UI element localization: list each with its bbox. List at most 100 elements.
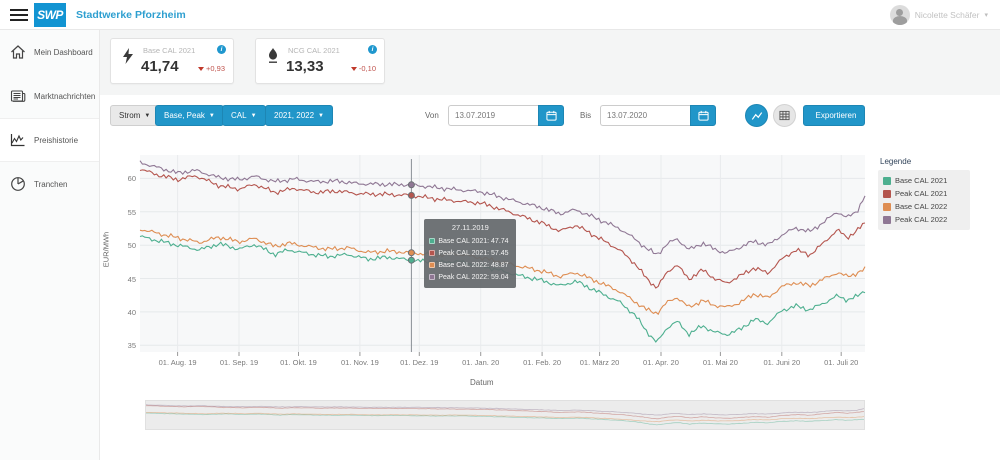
kpi-change: +0,93 — [198, 64, 225, 73]
y-tick-label: 40 — [127, 307, 136, 317]
chart-tooltip: 27.11.2019 Base CAL 2021: 47.74 Peak CAL … — [424, 219, 517, 288]
swp-logo: SWP — [34, 3, 66, 27]
legend-item-base-cal-2022[interactable]: Base CAL 2022 — [883, 200, 965, 213]
bis-calendar-button[interactable] — [690, 105, 716, 126]
chevron-down-icon: ▼ — [208, 112, 215, 119]
y-tick-label: 60 — [127, 174, 136, 184]
x-tick-label: 01. Aug. 19 — [158, 358, 197, 367]
x-tick-label: 01. Jan. 20 — [462, 358, 500, 367]
plot-area[interactable]: 27.11.2019 Base CAL 2021: 47.74 Peak CAL … — [139, 155, 866, 356]
sidebar-item-marktnachrichten[interactable]: Marktnachrichten — [0, 74, 99, 118]
table-view-toggle-button[interactable] — [773, 104, 796, 127]
info-icon[interactable]: i — [217, 45, 226, 54]
commodity-dropdown[interactable]: Strom ▼ — [110, 105, 160, 126]
legend-item-label: Peak CAL 2022 — [895, 215, 948, 224]
x-tick-label: 01. Okt. 19 — [280, 358, 317, 367]
tooltip-row-text: Peak CAL 2021: 57.45 — [438, 249, 509, 257]
legend-item-peak-cal-2022[interactable]: Peak CAL 2022 — [883, 213, 965, 226]
x-tick-label: 01. Mai 20 — [702, 358, 738, 367]
tooltip-color-swatch — [429, 262, 436, 268]
news-icon — [10, 90, 26, 102]
export-button[interactable]: Exportieren — [803, 105, 865, 126]
tooltip-row-text: Base CAL 2022: 48.87 — [438, 261, 509, 269]
legend-item-label: Peak CAL 2021 — [895, 189, 948, 198]
info-icon[interactable]: i — [368, 45, 377, 54]
tooltip-date: 27.11.2019 — [451, 223, 489, 232]
tooltip-color-swatch — [429, 238, 436, 244]
sidebar-item-label: Tranchen — [34, 179, 68, 189]
x-tick-label: 01. März 20 — [579, 358, 620, 367]
kpi-card-ncg-cal-2021: NCG CAL 2021 i 13,33 -0,10 — [255, 38, 385, 84]
tooltip-row-text: Peak CAL 2022: 59.04 — [438, 273, 509, 281]
years-dropdown[interactable]: 2021, 2022 ▼ — [265, 105, 333, 126]
legend-box: Base CAL 2021 Peak CAL 2021 Base CAL 2022 P… — [878, 170, 970, 230]
chart-legend: Legende Base CAL 2021 Peak CAL 2021 Base C… — [878, 157, 970, 230]
legend-color-swatch — [883, 202, 891, 211]
chevron-down-icon: ▼ — [144, 112, 151, 119]
kpi-label: Base CAL 2021 — [143, 46, 196, 55]
sidebar-item-label: Marktnachrichten — [34, 91, 96, 101]
legend-color-swatch — [883, 189, 891, 198]
x-tick-label: 01. Apr. 20 — [643, 358, 679, 367]
home-icon — [11, 45, 25, 59]
chevron-down-icon: ▼ — [318, 112, 324, 119]
sidebar: Mein Dashboard Marktnachrichten Preishis… — [0, 30, 100, 460]
contract-dropdown[interactable]: CAL ▼ — [222, 105, 266, 126]
triangle-down-icon — [350, 66, 357, 71]
range-slider[interactable] — [145, 400, 865, 430]
user-menu[interactable]: Nicolette Schäfer ▾ — [889, 4, 988, 26]
legend-item-label: Base CAL 2021 — [895, 176, 948, 185]
x-tick-label: 01. Juli 20 — [824, 358, 859, 367]
kpi-change: -0,10 — [350, 64, 376, 73]
kpi-label: NCG CAL 2021 — [288, 46, 340, 55]
flame-icon — [269, 48, 277, 63]
sidebar-item-tranchen[interactable]: Tranchen — [0, 162, 99, 206]
x-tick-label: 01. Feb. 20 — [523, 358, 562, 367]
tooltip-row: Base CAL 2022: 48.87 — [429, 259, 511, 271]
x-tick-label: 01. Dez. 19 — [400, 358, 439, 367]
von-calendar-button[interactable] — [538, 105, 564, 126]
x-tick-label: 01. Sep. 19 — [219, 358, 259, 367]
von-label: Von — [425, 111, 439, 120]
bis-date-input[interactable] — [600, 105, 690, 126]
kpi-value: 13,33 — [286, 58, 324, 75]
sidebar-item-label: Mein Dashboard — [34, 47, 93, 57]
tooltip-row: Base CAL 2021: 47.74 — [429, 235, 511, 247]
pie-chart-icon — [11, 177, 25, 191]
kpi-card-base-cal-2021: Base CAL 2021 i 41,74 +0,93 — [110, 38, 234, 84]
line-chart-icon — [751, 111, 762, 120]
legend-color-swatch — [883, 176, 891, 185]
legend-item-base-cal-2021[interactable]: Base CAL 2021 — [883, 174, 965, 187]
sidebar-item-preishistorie[interactable]: Preishistorie — [0, 118, 99, 162]
triangle-down-icon — [198, 66, 205, 71]
tooltip-color-swatch — [429, 274, 436, 280]
bis-label: Bis — [580, 111, 592, 120]
chevron-down-icon: ▾ — [984, 12, 988, 19]
tooltip-row-text: Base CAL 2021: 47.74 — [438, 237, 509, 245]
user-name: Nicolette Schäfer — [914, 10, 980, 20]
sidebar-item-label: Preishistorie — [34, 135, 79, 145]
chevron-down-icon: ▼ — [250, 112, 257, 119]
bolt-icon — [123, 48, 133, 64]
y-tick-label: 45 — [127, 274, 136, 284]
y-tick-label: 35 — [127, 341, 136, 351]
legend-item-label: Base CAL 2022 — [895, 202, 948, 211]
main-content: Base CAL 2021 i 41,74 +0,93 NCG CAL 2021… — [100, 30, 1000, 460]
legend-color-swatch — [883, 215, 891, 224]
company-title: Stadtwerke Pforzheim — [76, 9, 186, 21]
calendar-icon — [697, 110, 709, 121]
sidebar-item-mein-dashboard[interactable]: Mein Dashboard — [0, 30, 99, 74]
calendar-icon — [545, 110, 557, 121]
tooltip-row: Peak CAL 2022: 59.04 — [429, 271, 511, 283]
avatar — [889, 5, 910, 25]
chart-view-toggle-button[interactable] — [745, 104, 768, 127]
table-icon — [779, 110, 790, 121]
products-dropdown[interactable]: Base, Peak ▼ — [155, 105, 224, 126]
legend-item-peak-cal-2021[interactable]: Peak CAL 2021 — [883, 187, 965, 200]
legend-title: Legende — [880, 157, 912, 166]
x-tick-label: 01. Juni 20 — [763, 358, 801, 367]
hamburger-menu-icon[interactable] — [10, 9, 28, 21]
tooltip-color-swatch — [429, 250, 436, 256]
von-date-input[interactable] — [448, 105, 538, 126]
